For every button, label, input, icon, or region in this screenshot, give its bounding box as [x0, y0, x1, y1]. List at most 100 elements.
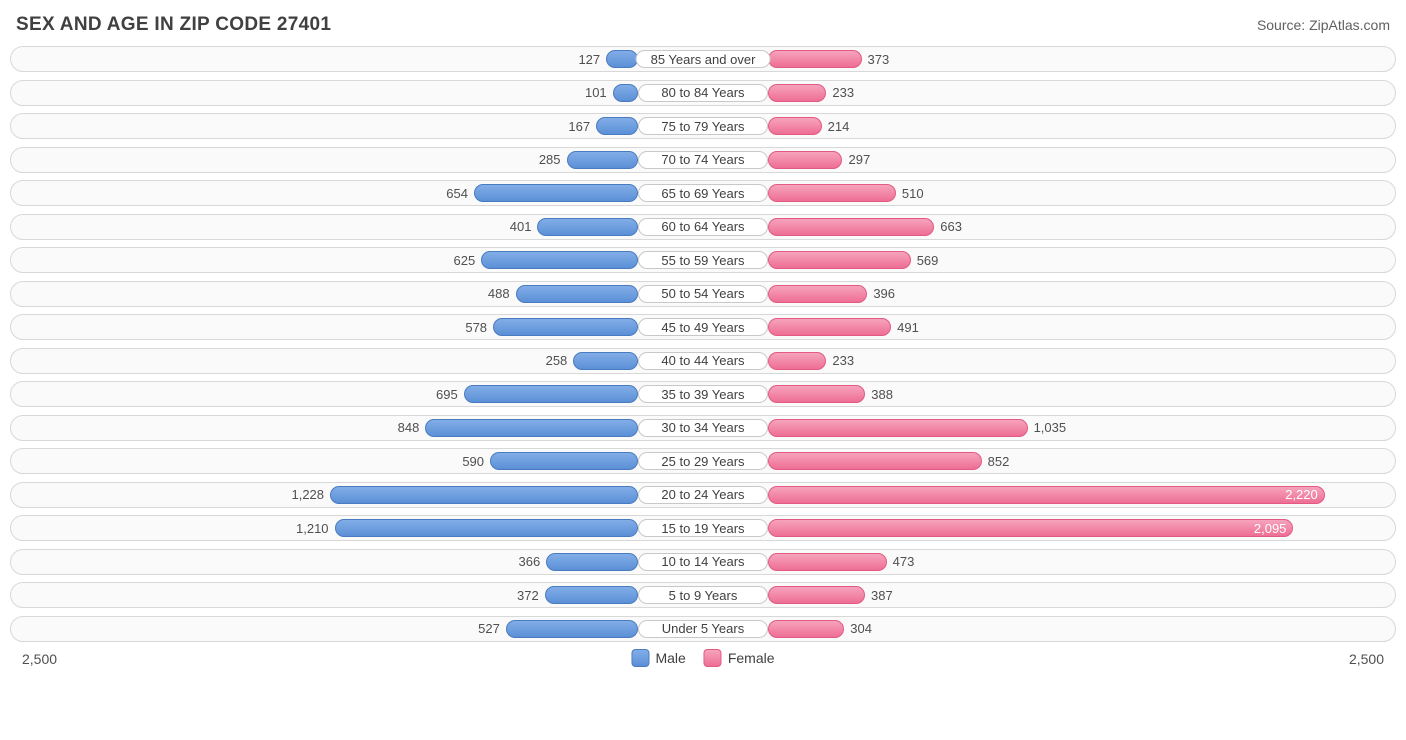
- female-bar: [768, 586, 865, 604]
- female-bar: [768, 553, 887, 571]
- female-value: 304: [844, 617, 872, 641]
- male-bar: [335, 519, 638, 537]
- male-value: 848: [398, 416, 426, 440]
- male-bar: [537, 218, 638, 236]
- legend-item: Male: [631, 649, 685, 667]
- female-value: 396: [867, 282, 895, 306]
- female-value: 663: [934, 215, 962, 239]
- age-label-badge: 25 to 29 Years: [638, 452, 768, 470]
- female-value: 569: [911, 248, 939, 272]
- pyramid-row: 401 663 60 to 64 Years: [10, 214, 1396, 240]
- male-bar: [481, 251, 638, 269]
- chart-source: Source: ZipAtlas.com: [1257, 17, 1390, 33]
- age-label-badge: Under 5 Years: [638, 620, 768, 638]
- female-bar: [768, 352, 826, 370]
- chart-title: SEX AND AGE IN ZIP CODE 27401: [16, 14, 331, 36]
- pyramid-row: 25823340 to 44 Years: [10, 348, 1396, 374]
- age-label-badge: 10 to 14 Years: [638, 553, 768, 571]
- age-label-badge: 5 to 9 Years: [638, 586, 768, 604]
- female-bar: [768, 318, 891, 336]
- age-label-badge: 20 to 24 Years: [638, 486, 768, 504]
- male-value: 167: [568, 114, 596, 138]
- male-value: 372: [517, 583, 545, 607]
- male-bar: [606, 50, 638, 68]
- age-label-badge: 70 to 74 Years: [638, 151, 768, 169]
- female-value: 387: [865, 583, 893, 607]
- legend-item: Female: [704, 649, 775, 667]
- female-bar: [768, 385, 865, 403]
- female-value: 2,095: [1254, 520, 1287, 536]
- female-bar: [768, 151, 842, 169]
- pyramid-row: 527 304 Under 5 Years: [10, 616, 1396, 642]
- female-bar: [768, 184, 896, 202]
- male-value: 258: [546, 349, 574, 373]
- age-label-badge: 30 to 34 Years: [638, 419, 768, 437]
- age-label-badge: 85 Years and over: [636, 50, 771, 68]
- pyramid-row: 65451065 to 69 Years: [10, 180, 1396, 206]
- legend-swatch: [631, 649, 649, 667]
- pyramid-row: 488 396 50 to 54 Years: [10, 281, 1396, 307]
- pyramid-row: 10123380 to 84 Years: [10, 80, 1396, 106]
- male-bar: [516, 285, 638, 303]
- male-value: 401: [510, 215, 538, 239]
- male-value: 1,228: [291, 483, 330, 507]
- age-label-badge: 55 to 59 Years: [638, 251, 768, 269]
- female-value: 473: [887, 550, 915, 574]
- male-value: 695: [436, 382, 464, 406]
- male-value: 488: [488, 282, 516, 306]
- chart-header: SEX AND AGE IN ZIP CODE 27401 Source: Zi…: [10, 14, 1396, 46]
- axis-max-right: 2,500: [1349, 651, 1384, 667]
- male-bar: [464, 385, 638, 403]
- male-value: 127: [578, 47, 606, 71]
- female-value: 852: [982, 449, 1010, 473]
- age-label-badge: 50 to 54 Years: [638, 285, 768, 303]
- female-bar: [768, 251, 911, 269]
- female-value: 214: [822, 114, 850, 138]
- age-label-badge: 40 to 44 Years: [638, 352, 768, 370]
- female-value: 1,035: [1028, 416, 1067, 440]
- pyramid-row: 36647310 to 14 Years: [10, 549, 1396, 575]
- male-bar: [596, 117, 638, 135]
- male-bar: [573, 352, 638, 370]
- pyramid-row: 62556955 to 59 Years: [10, 247, 1396, 273]
- female-bar: [768, 84, 826, 102]
- female-bar: [768, 419, 1028, 437]
- male-bar: [546, 553, 638, 571]
- male-value: 527: [478, 617, 506, 641]
- male-bar: [506, 620, 638, 638]
- male-value: 101: [585, 81, 613, 105]
- chart-footer: 2,500 MaleFemale 2,500: [10, 649, 1396, 673]
- pyramid-row: 57849145 to 49 Years: [10, 314, 1396, 340]
- male-bar: [490, 452, 638, 470]
- pyramid-row: 848 1,035 30 to 34 Years: [10, 415, 1396, 441]
- male-value: 285: [539, 148, 567, 172]
- female-bar: [768, 218, 934, 236]
- female-bar: 2,095: [768, 519, 1293, 537]
- legend-label: Male: [655, 650, 685, 666]
- male-value: 1,210: [296, 516, 335, 540]
- female-bar: [768, 620, 844, 638]
- age-label-badge: 45 to 49 Years: [638, 318, 768, 336]
- male-bar: [613, 84, 638, 102]
- chart-legend: Male Female: [631, 649, 774, 667]
- age-label-badge: 65 to 69 Years: [638, 184, 768, 202]
- male-bar: [474, 184, 638, 202]
- pyramid-row: 59085225 to 29 Years: [10, 448, 1396, 474]
- female-bar: [768, 452, 982, 470]
- male-bar: [330, 486, 638, 504]
- age-label-badge: 80 to 84 Years: [638, 84, 768, 102]
- female-bar: [768, 285, 867, 303]
- female-value: 510: [896, 181, 924, 205]
- pyramid-chart: 127 373 85 Years and over 10123380 to 84 Ye…: [10, 46, 1396, 642]
- pyramid-row: 127 373 85 Years and over: [10, 46, 1396, 72]
- pyramid-row: 1,2282,22020 to 24 Years: [10, 482, 1396, 508]
- female-value: 491: [891, 315, 919, 339]
- age-label-badge: 60 to 64 Years: [638, 218, 768, 236]
- female-value: 297: [842, 148, 870, 172]
- female-value: 373: [862, 47, 890, 71]
- legend-label: Female: [728, 650, 775, 666]
- female-value: 388: [865, 382, 893, 406]
- pyramid-row: 372 387 5 to 9 Years: [10, 582, 1396, 608]
- male-bar: [425, 419, 638, 437]
- male-bar: [567, 151, 638, 169]
